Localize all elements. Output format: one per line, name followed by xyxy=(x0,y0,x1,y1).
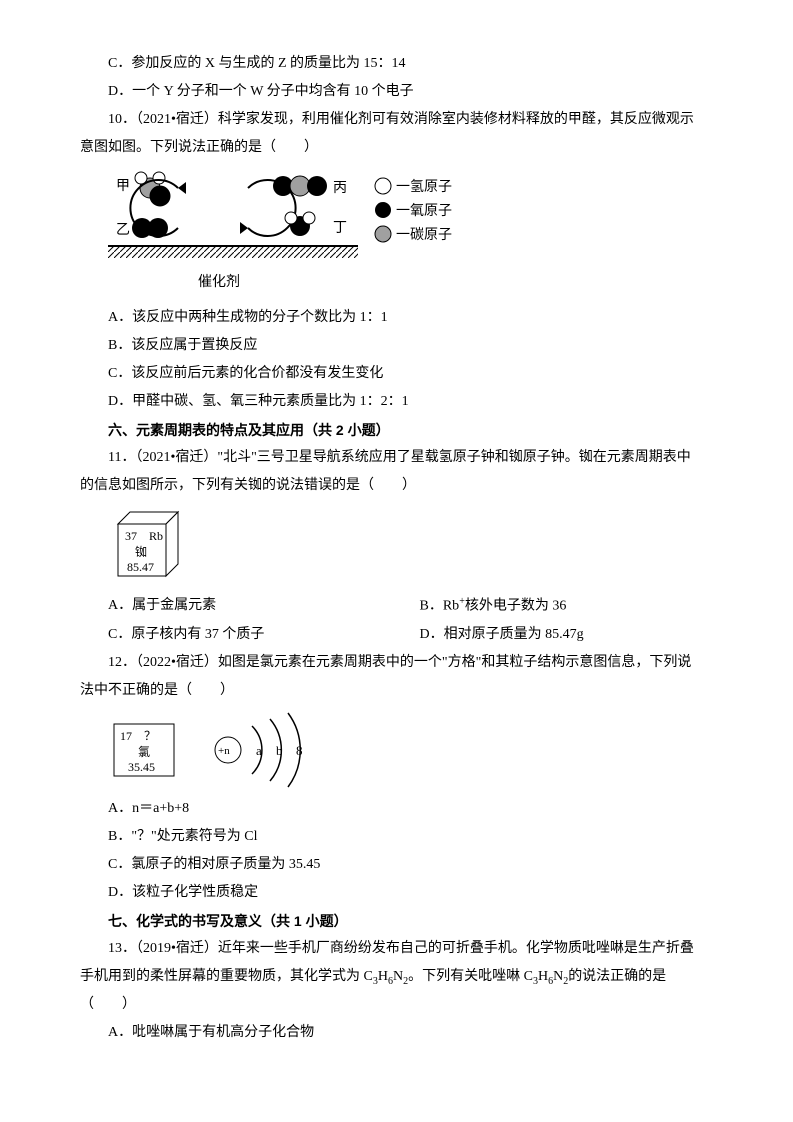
svg-text:b: b xyxy=(276,743,283,758)
svg-text:8: 8 xyxy=(296,743,303,758)
q11-stem: 11．（2021•宿迁）"北斗"三号卫星导航系统应用了星载氢原子钟和铷原子钟。铷… xyxy=(80,444,703,500)
svg-text:丙: 丙 xyxy=(333,181,347,196)
svg-text:+n: +n xyxy=(218,745,230,757)
svg-text:35.45: 35.45 xyxy=(128,760,155,774)
q10-stem: 10．（2021•宿迁）科学家发现，利用催化剂可有效消除室内装修材料释放的甲醛，… xyxy=(80,106,703,162)
svg-text:a: a xyxy=(256,743,262,758)
q12-opt-c: C．氯原子的相对原子质量为 35.45 xyxy=(80,851,703,879)
section-7-title: 七、化学式的书写及意义（共 1 小题） xyxy=(80,907,703,935)
q11-opt-c: C．原子核内有 37 个质子 xyxy=(80,621,392,649)
q11-opt-d: D．相对原子质量为 85.47g xyxy=(392,621,704,649)
svg-text:17 ？: 17 ？ xyxy=(120,729,156,743)
q12-opt-d: D．该粒子化学性质稳定 xyxy=(80,879,703,907)
q9-opt-c: C．参加反应的 X 与生成的 Z 的质量比为 15：14 xyxy=(80,50,703,78)
q13-stem: 13．（2019•宿迁）近年来一些手机厂商纷纷发布自己的可折叠手机。化学物质吡唑… xyxy=(80,935,703,1020)
q10-figure: 甲 乙 丙 丁 催化剂 一氢原子 一氧原子 一碳原子 xyxy=(108,168,703,298)
svg-text:85.47: 85.47 xyxy=(127,560,154,574)
q12-stem: 12．（2022•宿迁）如图是氯元素在元素周期表中的一个"方格"和其粒子结构示意… xyxy=(80,649,703,705)
svg-text:催化剂: 催化剂 xyxy=(198,274,240,290)
svg-text:一氧原子: 一氧原子 xyxy=(396,203,452,219)
q12-opt-a: A．n＝a+b+8 xyxy=(80,795,703,823)
svg-text:一碳原子: 一碳原子 xyxy=(396,227,452,243)
q11-figure: 37 Rb 铷 85.47 xyxy=(108,506,188,586)
svg-text:氯: 氯 xyxy=(138,745,150,759)
q10-opt-a: A．该反应中两种生成物的分子个数比为 1：1 xyxy=(80,304,703,332)
svg-text:甲: 甲 xyxy=(116,179,130,194)
svg-text:一氢原子: 一氢原子 xyxy=(396,179,452,195)
q9-opt-d: D．一个 Y 分子和一个 W 分子中均含有 10 个电子 xyxy=(80,78,703,106)
svg-text:乙: 乙 xyxy=(116,222,130,238)
section-6-title: 六、元素周期表的特点及其应用（共 2 小题） xyxy=(80,416,703,444)
q10-opt-b: B．该反应属于置换反应 xyxy=(80,332,703,360)
q13-opt-a: A．吡唑啉属于有机高分子化合物 xyxy=(80,1019,703,1047)
q11-opt-a: A．属于金属元素 xyxy=(80,592,392,621)
svg-text:丁: 丁 xyxy=(333,221,347,236)
svg-text:37 Rb: 37 Rb xyxy=(125,529,163,543)
q10-opt-c: C．该反应前后元素的化合价都没有发生变化 xyxy=(80,360,703,388)
q12-figure: 17 ？ 氯 35.45 +n a b 8 xyxy=(108,705,703,795)
q12-opt-b: B．"？"处元素符号为 Cl xyxy=(80,823,703,851)
svg-text:铷: 铷 xyxy=(135,544,147,559)
q11-opt-b: B．Rb+核外电子数为 36 xyxy=(392,592,704,621)
q10-opt-d: D．甲醛中碳、氢、氧三种元素质量比为 1：2：1 xyxy=(80,388,703,416)
